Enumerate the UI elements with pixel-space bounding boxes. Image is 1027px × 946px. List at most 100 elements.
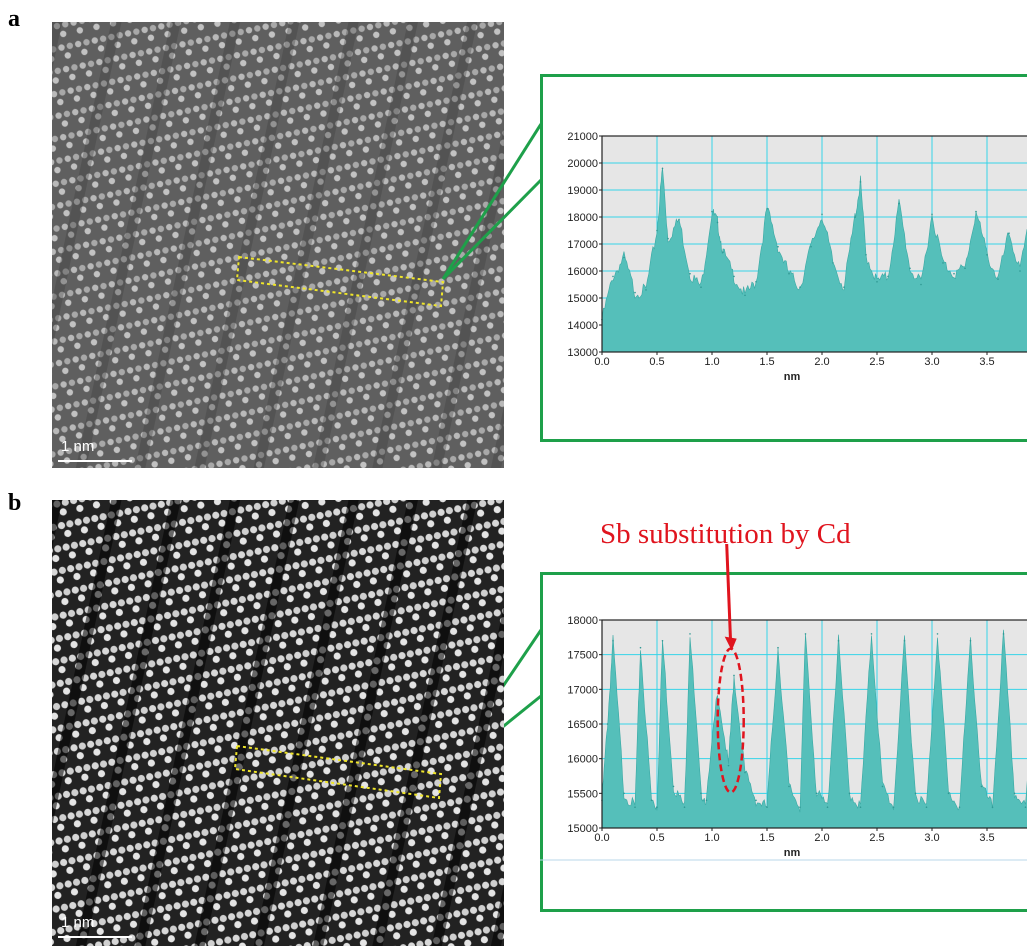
chart-a-data-point [623, 256, 625, 259]
chart-a-x-tick-label: 2.0 [814, 356, 829, 368]
chart-a-data-point [788, 272, 790, 275]
chart-b-y-tick-label: 16500 [567, 719, 598, 731]
chart-b-x-tick-label: 1.0 [704, 832, 719, 844]
chart-a-data-point [689, 272, 691, 275]
chart-a-data-point [843, 286, 845, 288]
chart-a-y-tick-label: 16000 [567, 266, 598, 278]
chart-b-data-point [859, 806, 862, 808]
chart-a-y-tick-label: 17000 [567, 239, 598, 251]
chart-b-y-tick-label: 17000 [567, 684, 598, 696]
chart-b-data-point [744, 771, 746, 774]
line-profile-box-a [235, 255, 445, 308]
chart-a-data-point [865, 254, 867, 256]
annotation-arrow [725, 543, 733, 645]
chart-b-data-point [914, 792, 917, 795]
chart-b-data-point [1024, 806, 1027, 808]
chart-a-y-tick-label: 13000 [567, 347, 598, 359]
chart-a-data-point [766, 208, 768, 210]
chart-b-data-point [788, 785, 790, 788]
chart-a-data-point [799, 286, 801, 288]
chart-a-data-point [898, 202, 900, 205]
chart-b-data-point [947, 792, 950, 795]
chart-a-data-point [854, 216, 856, 218]
chart-a-data-point [832, 262, 834, 264]
chart-b-data-point [650, 799, 653, 802]
chart-b-data-point [700, 792, 702, 795]
chart-a-x-tick-label: 1.0 [704, 356, 719, 368]
chart-a-y-tick-label: 21000 [567, 131, 598, 143]
chart-b-data-point [991, 806, 994, 808]
chart-b-series-area [601, 629, 1027, 829]
chart-a-y-tick-label: 14000 [567, 320, 598, 332]
chart-a-data-point [931, 213, 933, 216]
chart-b-x-tick-label: 3.0 [924, 832, 939, 844]
chart-a-data-point [733, 275, 735, 278]
chart-b-x-axis-label: nm [784, 847, 801, 859]
chart-a-x-axis-label: nm [784, 371, 801, 383]
chart-a-data-point [876, 281, 878, 283]
chart-b-x-tick-label: 1.5 [759, 832, 774, 844]
scale-bar-a: 1 nm [58, 438, 132, 462]
chart-b-data-point [925, 806, 928, 808]
chart-a-data-point [997, 278, 999, 280]
chart-b-data-point [936, 633, 939, 635]
chart-a-data-point [942, 262, 944, 264]
chart-a-data-point [755, 281, 757, 283]
chart-a-data-point [661, 167, 664, 170]
chart-a-y-tick-label: 18000 [567, 212, 598, 224]
chart-b-data-point [733, 674, 735, 677]
chart-a: 0.00.51.01.52.02.53.03.54.01300014000150… [540, 74, 1027, 442]
chart-b-data-point [837, 640, 840, 642]
scale-bar-b: 1 nm [58, 914, 132, 938]
panel-a-label: a [8, 6, 20, 32]
chart-a-data-point [810, 245, 812, 248]
chart-a-data-point [744, 294, 746, 297]
chart-a-data-point [859, 181, 862, 183]
chart-b-data-point [777, 646, 779, 649]
chart-b-data-point [623, 792, 625, 795]
chart-a-data-point [612, 275, 614, 278]
chart-b-data-point [755, 799, 757, 802]
chart-a-series-area [601, 167, 1027, 353]
chart-b-data-point [969, 640, 972, 642]
chart-b-data-point [958, 806, 961, 808]
chart-a-x-tick-label: 1.5 [759, 356, 774, 368]
chart-b-y-tick-label: 18000 [567, 615, 598, 627]
chart-a-data-point [964, 267, 966, 270]
scale-bar-label-a: 1 nm [61, 438, 95, 455]
chart-b-x-tick-label: 2.0 [814, 832, 829, 844]
plot-frame-a [540, 74, 1027, 442]
chart-b-data-point [815, 792, 818, 795]
chart-a-y-tick-label: 20000 [567, 158, 598, 170]
scale-bar-label-b: 1 nm [61, 914, 95, 931]
chart-b-data-point [705, 799, 708, 802]
chart-b-data-point [1002, 633, 1005, 635]
chart-b-data-point [689, 633, 691, 635]
chart-a-data-point [667, 237, 669, 240]
chart-b-y-tick-label: 15500 [567, 788, 598, 800]
chart-b-data-point [903, 640, 906, 642]
chart-a-x-tick-label: 3.0 [924, 356, 939, 368]
chart-b-data-point [870, 633, 873, 635]
chart-a-x-tick-label: 3.5 [979, 356, 994, 368]
chart-a-data-point [953, 272, 955, 275]
line-profile-box-b [233, 744, 443, 800]
stem-image-a [52, 22, 504, 468]
plot-frame-b [540, 572, 1027, 912]
chart-b-data-point [606, 723, 609, 725]
panel-b-label: b [8, 490, 22, 516]
chart-b-data-point [672, 785, 675, 788]
chart-b-data-point [766, 806, 768, 808]
chart-a-data-point [887, 275, 889, 278]
chart-b-x-tick-label: 2.5 [869, 832, 884, 844]
chart-a-x-tick-label: 2.5 [869, 356, 884, 368]
stem-image-b [52, 500, 504, 946]
chart-a-data-point [909, 267, 911, 270]
chart-b-x-tick-label: 3.5 [979, 832, 994, 844]
chart-a-data-point [634, 291, 636, 294]
chart-a-data-point [777, 245, 779, 248]
chart-a-data-point [700, 286, 702, 288]
chart-a-data-point [722, 251, 724, 253]
chart-a-data-point [711, 210, 713, 213]
chart-b-x-tick-label: 0.5 [649, 832, 664, 844]
